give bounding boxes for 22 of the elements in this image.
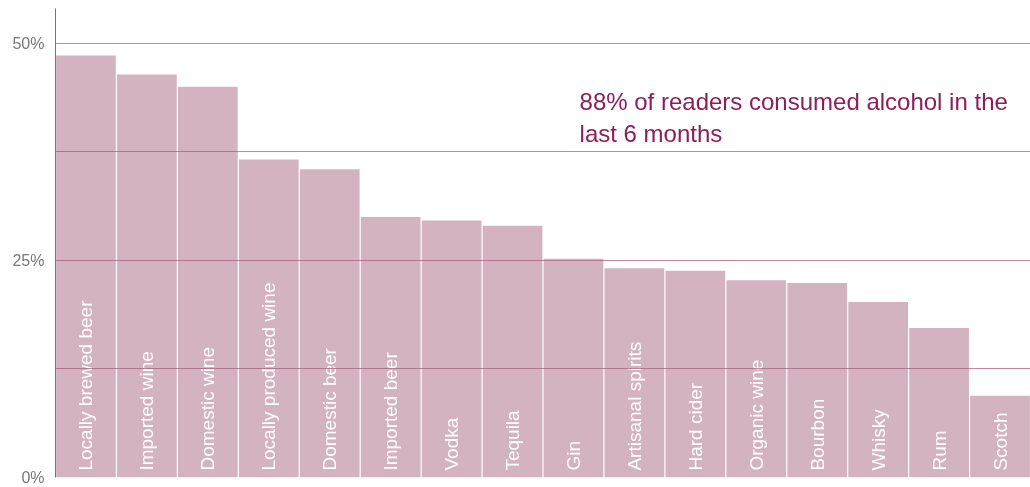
x-tick-label: Hard cider: [684, 382, 706, 471]
y-tick-label: 50%: [12, 34, 45, 52]
x-tick-label: Locally brewed beer: [75, 299, 97, 471]
x-tick-label: Domestic wine: [197, 347, 219, 471]
x-tick-label: Locally produced wine: [258, 282, 280, 471]
x-tick-label: Gin: [562, 440, 584, 471]
x-tick-label: Rum: [928, 430, 950, 471]
x-tick-label: Bourbon: [806, 398, 828, 471]
bar: [543, 258, 604, 478]
x-tick-label: Organic wine: [745, 359, 767, 471]
x-tick-label: Domestic beer: [319, 347, 341, 471]
bar: [482, 225, 543, 478]
y-tick-label: 0%: [21, 469, 45, 486]
x-tick-label: Vodka: [441, 417, 463, 471]
x-tick-label: Artisanal spirits: [623, 341, 645, 471]
x-tick-label: Imported beer: [380, 351, 402, 471]
x-tick-label: Whisky: [867, 408, 889, 471]
x-tick-label: Scotch: [989, 412, 1011, 471]
y-tick-label: 25%: [12, 251, 45, 269]
annotation: 88% of readers consumed alcohol in the last 6 months: [579, 88, 1008, 148]
x-tick-label: Tequila: [502, 409, 524, 471]
x-tick-label: Imported wine: [136, 351, 158, 471]
